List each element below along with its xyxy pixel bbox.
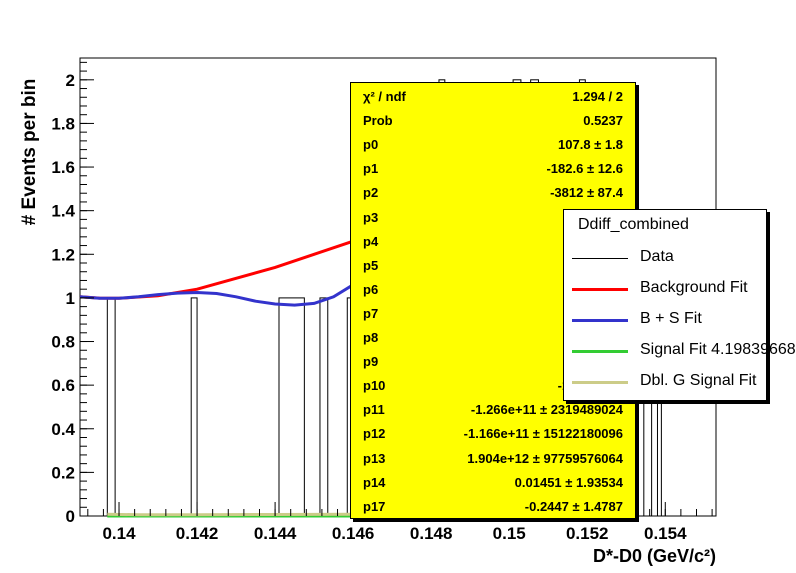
stat-value: 107.8 ± 1.8 <box>558 137 623 153</box>
stat-value: 1.294 / 2 <box>572 89 623 104</box>
y-tick-label: 1.8 <box>51 114 75 133</box>
y-tick-label: 0.4 <box>51 420 75 439</box>
stat-row: Prob 0.5237 <box>363 113 623 133</box>
y-tick-label: 2 <box>66 71 75 90</box>
y-tick-label: 1.2 <box>51 245 75 264</box>
legend-line-icon <box>572 381 628 384</box>
legend-label: Signal Fit 4.19839668 <box>640 341 796 358</box>
stat-name: p7 <box>363 305 379 321</box>
legend: Ddiff_combined Data Background Fit B + S F… <box>563 209 796 401</box>
stat-value: -3812 ± 87.4 <box>550 185 623 201</box>
stat-name: p12 <box>363 426 386 442</box>
stat-name: p6 <box>363 281 379 297</box>
legend-entry: Dbl. G Signal Fit <box>572 370 762 394</box>
stat-value: -182.6 ± 12.6 <box>546 161 623 177</box>
x-tick-label: 0.144 <box>254 524 297 543</box>
x-tick-label: 0.146 <box>332 524 375 543</box>
x-tick-label: 0.14 <box>102 524 136 543</box>
stat-name: p4 <box>363 233 379 249</box>
y-tick-label: 0 <box>66 507 75 526</box>
y-tick-label: 1 <box>66 289 75 308</box>
y-tick-label: 0.6 <box>51 376 75 395</box>
legend-entry: Signal Fit 4.19839668 <box>572 339 796 363</box>
stat-name: p17 <box>363 498 386 514</box>
stat-name: p9 <box>363 354 379 370</box>
legend-label: Data <box>640 248 674 265</box>
stats-box: χ² / ndf 1.294 / 2 Prob 0.5237 p0 107.8 ± 1.8… <box>350 82 636 519</box>
y-axis-label: # Events per bin <box>19 79 40 226</box>
y-tick-label: 1.6 <box>51 158 75 177</box>
stat-name: p5 <box>363 257 379 273</box>
stat-name: p13 <box>363 450 386 466</box>
stat-name: p3 <box>363 209 379 225</box>
stat-value: -1.166e+11 ± 15122180096 <box>463 426 623 442</box>
stat-row: p13 1.904e+12 ± 97759576064 <box>363 451 623 471</box>
stat-row: p1 -182.6 ± 12.6 <box>363 161 623 181</box>
x-tick-label: 0.154 <box>644 524 687 543</box>
stat-value: 0.01451 ± 1.93534 <box>514 474 623 490</box>
stat-row: p12 -1.166e+11 ± 15122180096 <box>363 426 623 446</box>
stat-row: p17 -0.2447 ± 1.4787 <box>363 499 623 519</box>
x-tick-label: 0.152 <box>566 524 609 543</box>
x-axis-label: D*-D0 (GeV/c²) <box>593 546 716 566</box>
legend-entry: Background Fit <box>572 277 762 301</box>
stat-row: χ² / ndf 1.294 / 2 <box>363 89 623 109</box>
stat-name: p11 <box>363 402 385 418</box>
stat-name: χ² / ndf <box>363 89 406 104</box>
y-tick-label: 0.2 <box>51 463 75 482</box>
stat-name: p1 <box>363 161 379 177</box>
legend-line-icon <box>572 350 628 353</box>
stat-name: p8 <box>363 330 379 345</box>
stat-row: p2 -3812 ± 87.4 <box>363 185 623 205</box>
stat-value: -1.266e+11 ± 2319489024 <box>470 402 623 418</box>
stat-value: 0.5237 <box>583 113 623 129</box>
stat-name: p2 <box>363 185 379 201</box>
stat-name: p10 <box>363 378 386 394</box>
stat-name: p14 <box>363 474 386 490</box>
stat-name: Prob <box>363 113 393 129</box>
legend-label: Background Fit <box>640 279 748 296</box>
legend-line-icon <box>572 288 628 291</box>
legend-label: Dbl. G Signal Fit <box>640 372 757 389</box>
legend-title: Ddiff_combined <box>578 216 689 233</box>
legend-entry: B + S Fit <box>572 308 762 332</box>
x-tick-label: 0.148 <box>410 524 453 543</box>
legend-line-icon <box>572 319 628 322</box>
axes: 0.14 0.142 0.144 0.146 0.148 0.15 0.152 0.154 0 0… <box>51 61 713 543</box>
y-tick-label: 0.8 <box>51 333 75 352</box>
stat-row: p11 -1.266e+11 ± 2319489024 <box>363 402 623 422</box>
legend-entry: Data <box>572 246 762 270</box>
legend-label: B + S Fit <box>640 310 702 327</box>
legend-line-icon <box>572 258 628 259</box>
stat-value: -0.2447 ± 1.4787 <box>524 498 623 514</box>
stat-row: p14 0.01451 ± 1.93534 <box>363 475 623 495</box>
x-tick-label: 0.15 <box>493 524 526 543</box>
y-tick-label: 1.4 <box>51 202 75 221</box>
x-tick-label: 0.142 <box>176 524 219 543</box>
stat-name: p0 <box>363 137 379 153</box>
stat-value: 1.904e+12 ± 97759576064 <box>467 450 623 466</box>
stat-row: p0 107.8 ± 1.8 <box>363 137 623 157</box>
